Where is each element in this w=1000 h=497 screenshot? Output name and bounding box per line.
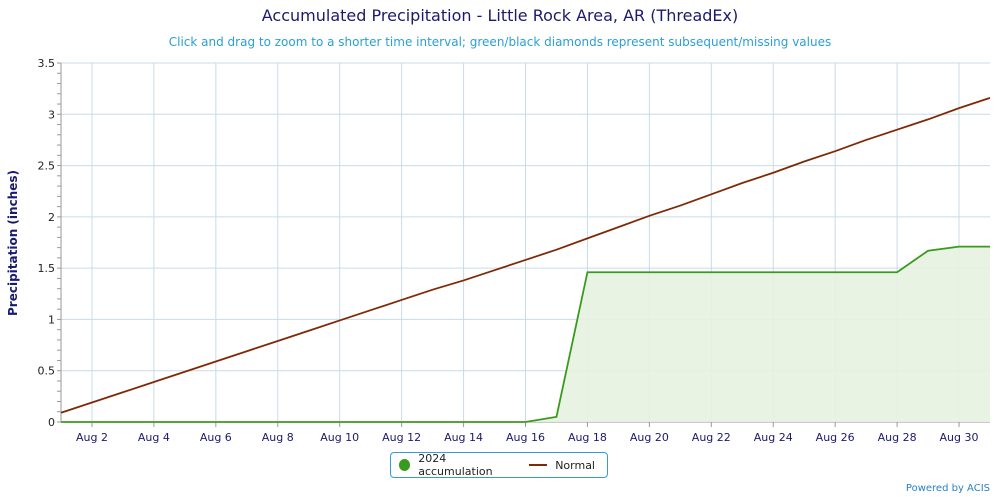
legend-marker-accumulation (399, 459, 411, 471)
y-tick-label: 0.5 (38, 365, 56, 378)
chart-subtitle: Click and drag to zoom to a shorter time… (168, 35, 832, 49)
x-tick-label: Aug 20 (630, 431, 669, 444)
legend-item-normal[interactable]: Normal (529, 459, 595, 472)
x-tick-label: Aug 10 (320, 431, 359, 444)
x-tick-label: Aug 18 (568, 431, 607, 444)
chart-title: Accumulated Precipitation - Little Rock … (261, 6, 739, 25)
accumulation-line (61, 245, 990, 423)
y-tick-label: 3.5 (38, 57, 56, 70)
x-tick-label: Aug 22 (692, 431, 731, 444)
x-tick-label: Aug 4 (138, 431, 170, 444)
normal-line (60, 97, 991, 414)
y-tick-label: 0 (48, 416, 55, 429)
legend: 2024 accumulation Normal (390, 452, 608, 478)
x-tick-label: Aug 16 (506, 431, 545, 444)
x-tick-label: Aug 8 (262, 431, 294, 444)
x-tick-label: Aug 30 (940, 431, 979, 444)
legend-label-normal: Normal (555, 458, 595, 472)
x-tick-label: Aug 14 (444, 431, 483, 444)
x-tick-label: Aug 26 (816, 431, 855, 444)
credit-link[interactable]: Powered by ACIS (905, 483, 990, 494)
y-tick-label: 3 (48, 108, 55, 121)
x-tick-label: Aug 12 (382, 431, 421, 444)
legend-item-accumulation[interactable]: 2024 accumulation (399, 452, 517, 478)
legend-label-accumulation: 2024 accumulation (418, 452, 493, 478)
x-tick-label: Aug 6 (200, 431, 232, 444)
y-tick-label: 2 (48, 211, 55, 224)
x-tick-label: Aug 28 (878, 431, 917, 444)
x-tick-label: Aug 2 (76, 431, 108, 444)
y-tick-label: 1 (48, 313, 55, 326)
y-tick-label: 2.5 (38, 160, 56, 173)
legend-marker-normal (529, 464, 548, 466)
x-tick-label: Aug 24 (754, 431, 793, 444)
accumulation-area-fill (61, 246, 990, 422)
y-tick-label: 1.5 (38, 262, 56, 275)
